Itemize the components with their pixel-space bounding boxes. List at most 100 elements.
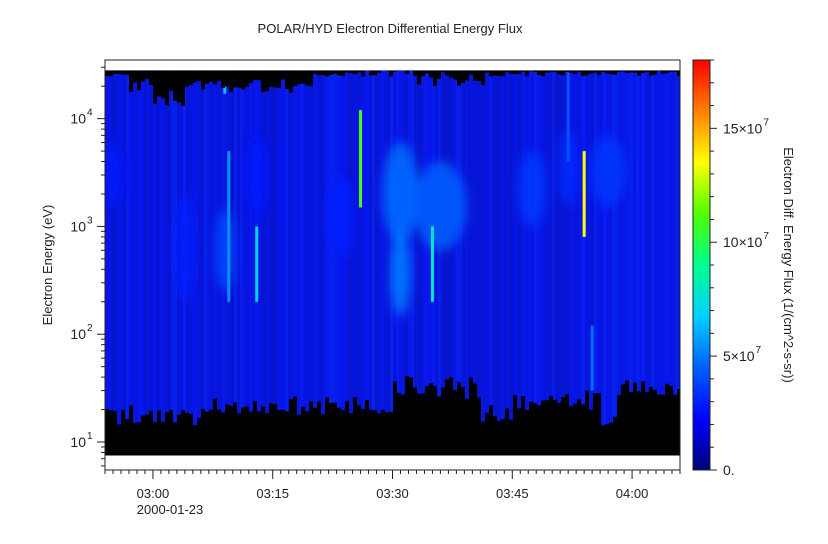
spectrogram-column bbox=[165, 70, 168, 456]
no-data-top bbox=[149, 70, 153, 86]
no-data-bottom bbox=[661, 394, 665, 456]
no-data-top bbox=[425, 70, 429, 74]
spectrogram-column bbox=[471, 70, 474, 456]
no-data-top bbox=[489, 70, 493, 77]
colorbar-gradient bbox=[692, 59, 711, 471]
no-data-top bbox=[389, 70, 393, 77]
no-data-top bbox=[465, 70, 469, 81]
colorbar-tick-label: 15×10 bbox=[723, 120, 763, 136]
spectrogram-column bbox=[438, 70, 441, 456]
no-data-bottom bbox=[233, 402, 237, 456]
no-data-top bbox=[341, 70, 345, 77]
no-data-top bbox=[197, 70, 201, 82]
y-tick-label: 10 bbox=[70, 111, 86, 127]
no-data-top bbox=[153, 70, 157, 104]
spectrogram-column bbox=[276, 70, 279, 456]
spectrogram-column bbox=[426, 70, 429, 456]
no-data-bottom bbox=[365, 400, 369, 456]
no-data-bottom bbox=[433, 385, 437, 456]
no-data-bottom bbox=[189, 413, 193, 456]
no-data-bottom bbox=[545, 400, 549, 456]
no-data-bottom bbox=[541, 400, 545, 456]
no-data-top bbox=[549, 70, 553, 73]
spectrogram-column bbox=[363, 70, 366, 456]
flux-spike bbox=[255, 226, 259, 302]
no-data-bottom bbox=[397, 392, 401, 456]
no-data-top bbox=[497, 70, 501, 76]
flux-spike bbox=[227, 151, 231, 302]
no-data-top bbox=[585, 70, 589, 76]
no-data-top bbox=[313, 70, 317, 74]
spectrogram-column bbox=[420, 70, 423, 456]
spectrogram-column bbox=[171, 70, 174, 456]
y-tick-label-exponent: 4 bbox=[87, 108, 93, 119]
flux-blob bbox=[382, 142, 419, 244]
no-data-top bbox=[505, 70, 509, 72]
spectrogram-column bbox=[354, 70, 357, 456]
no-data-top bbox=[249, 70, 253, 84]
spectrogram-column bbox=[387, 70, 390, 456]
no-data-top bbox=[613, 70, 617, 75]
spectrogram-column bbox=[522, 70, 525, 456]
flux-blob bbox=[590, 135, 627, 208]
no-data-top bbox=[413, 70, 417, 76]
spectrogram-column bbox=[657, 70, 660, 456]
no-data-bottom bbox=[281, 409, 285, 456]
no-data-top bbox=[265, 70, 269, 92]
no-data-top bbox=[393, 70, 397, 72]
spectrogram-column bbox=[111, 70, 114, 456]
spectrogram-column bbox=[300, 70, 303, 456]
no-data-top bbox=[601, 70, 605, 72]
no-data-bottom bbox=[225, 404, 229, 456]
spectrogram-column bbox=[540, 70, 543, 456]
no-data-bottom bbox=[533, 403, 537, 456]
spectrogram-column bbox=[117, 70, 120, 456]
no-data-bottom bbox=[573, 403, 577, 456]
spectrogram-column bbox=[339, 70, 342, 456]
spectrogram-column bbox=[417, 70, 420, 456]
spectrogram-column bbox=[282, 70, 285, 456]
spectrogram-column bbox=[210, 70, 213, 456]
spectrogram-column bbox=[138, 70, 141, 456]
flux-blob bbox=[174, 193, 195, 302]
no-data-top bbox=[317, 70, 321, 76]
no-data-bottom bbox=[457, 382, 461, 456]
no-data-top bbox=[157, 70, 161, 97]
no-data-top bbox=[673, 70, 677, 72]
no-data-top bbox=[517, 70, 521, 74]
spectrogram-column bbox=[249, 70, 252, 456]
no-data-top bbox=[609, 70, 613, 74]
spectrogram-column bbox=[261, 70, 264, 456]
no-data-bottom bbox=[493, 416, 497, 456]
no-data-bottom bbox=[361, 409, 365, 456]
no-data-top bbox=[181, 70, 185, 106]
no-data-bottom bbox=[141, 415, 145, 456]
no-data-top bbox=[361, 70, 365, 77]
y-tick-label-exponent: 2 bbox=[87, 323, 93, 334]
flux-blob bbox=[326, 175, 355, 259]
no-data-bottom bbox=[181, 410, 185, 456]
no-data-top bbox=[233, 70, 237, 88]
spectrogram-column bbox=[294, 70, 297, 456]
spectrogram-column bbox=[297, 70, 300, 456]
no-data-top bbox=[469, 70, 473, 75]
no-data-bottom bbox=[177, 414, 181, 456]
no-data-top bbox=[577, 70, 581, 73]
spectrogram-column bbox=[351, 70, 354, 456]
no-data-bottom bbox=[241, 407, 245, 456]
spectrogram-column bbox=[330, 70, 333, 456]
no-data-top bbox=[281, 70, 285, 80]
spectrogram-column bbox=[435, 70, 438, 456]
no-data-top bbox=[441, 70, 445, 73]
spectrogram-column bbox=[570, 70, 573, 456]
no-data-top bbox=[637, 70, 641, 76]
spectrogram-column bbox=[141, 70, 144, 456]
no-data-top bbox=[345, 70, 349, 73]
colorbar: 0.5×10 710×10 715×10 7 bbox=[692, 59, 769, 478]
no-data-bottom bbox=[105, 409, 109, 456]
spectrogram-column bbox=[279, 70, 282, 456]
spectrogram-column bbox=[144, 70, 147, 456]
no-data-bottom bbox=[297, 414, 301, 456]
no-data-top bbox=[357, 70, 361, 73]
no-data-top bbox=[161, 70, 165, 99]
